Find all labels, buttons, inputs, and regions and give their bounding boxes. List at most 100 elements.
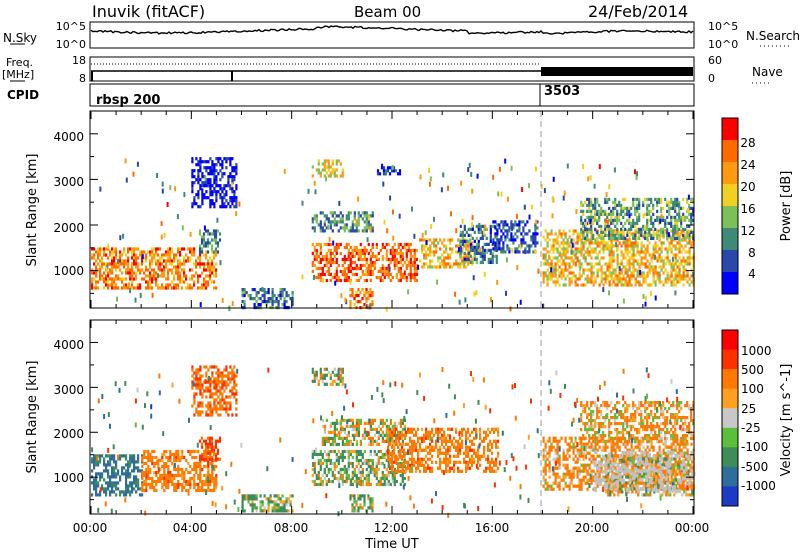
power-cell (369, 288, 372, 292)
power-cell (211, 268, 214, 272)
power-cell (167, 283, 170, 287)
power-cell (119, 277, 122, 281)
power-cell (622, 230, 625, 234)
power-cell (231, 202, 234, 206)
velocity-cell (133, 463, 136, 467)
power-cell (399, 251, 402, 256)
power-cell (598, 224, 601, 228)
velocity-cell (207, 482, 210, 487)
power-cell (620, 280, 623, 284)
velocity-cell (447, 433, 450, 437)
power-cell (512, 235, 515, 239)
power-cell (564, 256, 567, 260)
velocity-cell (477, 460, 480, 464)
power-cell (662, 227, 665, 231)
power-cell (628, 235, 631, 239)
power-cell (590, 209, 593, 213)
velocity-cell (415, 445, 418, 449)
power-cell (676, 221, 679, 225)
power-cell (582, 244, 585, 248)
power-cell (650, 256, 653, 260)
velocity-cell (211, 476, 214, 481)
velocity-cell (479, 433, 482, 437)
power-cell (217, 190, 220, 194)
power-cell (652, 212, 655, 216)
velocity-cell (399, 433, 402, 437)
power-cell (552, 265, 555, 269)
power-cell (243, 300, 246, 304)
velocity-cell (453, 454, 456, 458)
velocity-cell (343, 418, 346, 422)
power-cell (343, 266, 346, 271)
power-cell (367, 223, 370, 227)
velocity-cell (169, 473, 172, 478)
power-cell (554, 262, 557, 266)
freq-tick-top: 18 (72, 54, 86, 67)
power-cell (273, 294, 276, 298)
power-cell (635, 175, 638, 181)
power-cell (449, 253, 452, 257)
power-cell (690, 256, 693, 260)
power-cell (668, 259, 671, 263)
power-cell (97, 286, 100, 290)
power-cell (586, 250, 589, 254)
power-cell (357, 214, 360, 218)
power-cell (195, 178, 198, 182)
power-cell (482, 229, 485, 235)
power-cell (209, 166, 212, 170)
power-cell (562, 247, 565, 251)
velocity-cell (377, 433, 380, 437)
velocity-cell (119, 490, 122, 494)
power-cell (169, 250, 172, 254)
velocity-cell (141, 470, 144, 475)
velocity-cell (375, 427, 378, 431)
velocity-cell (141, 482, 144, 487)
velocity-cell (215, 479, 218, 484)
velocity-cell (343, 449, 346, 454)
power-cell (600, 265, 603, 269)
power-cell (216, 241, 220, 245)
power-cell (580, 283, 583, 287)
power-cell (564, 277, 567, 281)
velocity-cell (200, 457, 204, 461)
velocity-cell (101, 472, 104, 476)
velocity-cell (143, 473, 146, 478)
velocity-cell (93, 487, 96, 491)
power-cell (113, 256, 116, 260)
power-cell (604, 247, 607, 251)
power-cell (433, 253, 436, 257)
velocity-cell (429, 457, 432, 461)
power-cell (652, 244, 655, 248)
power-cell (437, 241, 440, 245)
power-cell (492, 220, 495, 224)
velocity-cell (197, 473, 200, 478)
power-cell (91, 280, 94, 284)
power-cell (469, 260, 472, 264)
power-cell (335, 257, 338, 262)
power-cell (552, 238, 555, 242)
velocity-cell (335, 418, 338, 422)
velocity-cell (337, 476, 340, 481)
power-cell (612, 259, 615, 263)
velocity-cell (163, 470, 166, 475)
velocity-cell (353, 449, 356, 454)
power-cell (498, 241, 501, 245)
power-cell (680, 206, 683, 210)
velocity-cell (355, 455, 358, 460)
power-y-tick-3000: 3000 (53, 175, 84, 189)
power-cell (586, 247, 589, 251)
velocity-cell (323, 436, 326, 440)
power-cell (688, 247, 691, 251)
velocity-cell (117, 469, 120, 473)
velocity-cell (419, 463, 422, 467)
velocity-cell (447, 451, 450, 455)
power-cell (319, 174, 322, 178)
power-cell (283, 168, 286, 174)
velocity-cell (403, 433, 406, 437)
power-cell (550, 229, 553, 233)
power-cell (159, 256, 162, 260)
power-cell (580, 247, 583, 251)
velocity-cell (111, 487, 114, 491)
power-cell (628, 213, 631, 219)
power-cell (534, 249, 537, 254)
